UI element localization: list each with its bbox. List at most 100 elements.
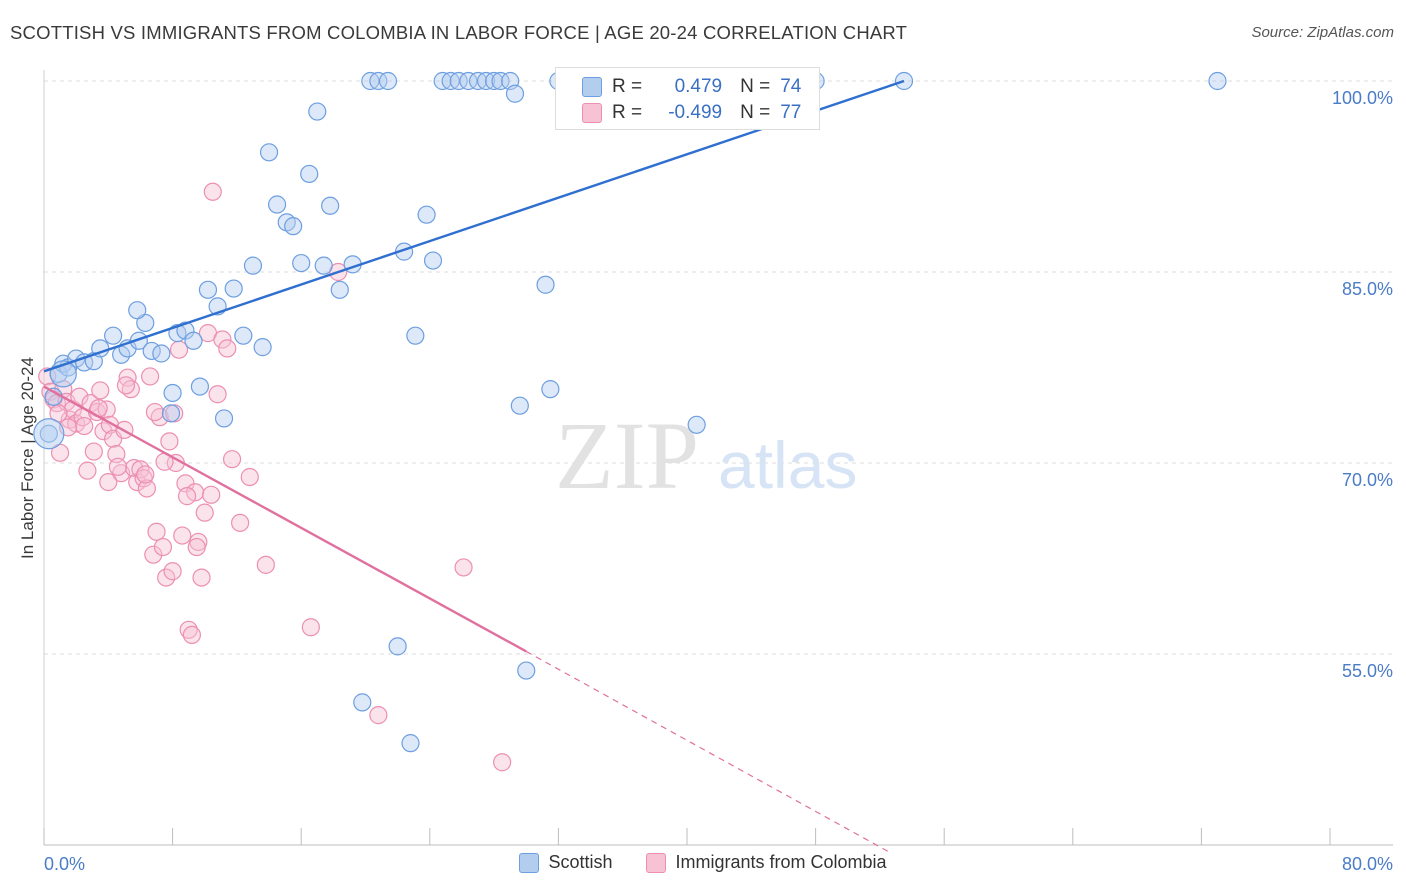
colombia-point	[173, 526, 192, 545]
colombia-point	[144, 545, 163, 564]
colombia-point	[137, 479, 156, 498]
y-tick-label: 70.0%	[1342, 470, 1393, 490]
watermark-zip: ZIP	[555, 402, 699, 509]
colombia-point	[369, 706, 388, 725]
stats-row-colombia: R = -0.499 N = 77	[582, 100, 801, 126]
axes	[43, 70, 1393, 846]
colombia-point	[116, 376, 136, 395]
colombia-n-label: N =	[740, 102, 771, 123]
colombia-point	[192, 568, 211, 587]
scottish-point	[417, 205, 436, 224]
colombia-point	[182, 625, 201, 645]
colombia-point	[118, 368, 137, 387]
scottish-point	[330, 280, 349, 299]
colombia-n-value: 77	[780, 102, 802, 123]
scottish-point	[214, 409, 234, 428]
legend-item-scottish[interactable]: Scottish	[519, 852, 612, 873]
scottish-point	[321, 196, 340, 215]
colombia-point	[108, 457, 128, 476]
scottish-point	[224, 279, 243, 298]
scottish-point	[505, 84, 525, 103]
scottish-point	[536, 275, 555, 294]
scottish-points	[33, 71, 1227, 753]
scottish-point	[190, 377, 210, 396]
colombia-point	[493, 753, 512, 772]
colombia-point	[195, 503, 214, 522]
scottish-point	[541, 380, 560, 399]
scottish-point	[163, 383, 182, 403]
scottish-point	[243, 256, 263, 275]
colombia-point	[84, 442, 103, 461]
scottish-point	[449, 71, 468, 91]
colombia-point	[147, 522, 166, 541]
colombia-trend-extension	[525, 650, 889, 852]
scottish-point	[401, 734, 420, 753]
scottish-point	[198, 280, 218, 299]
x-tick-label-max: 80.0%	[1342, 854, 1393, 874]
colombia-point	[240, 467, 259, 487]
y-tick-label: 100.0%	[1332, 88, 1393, 108]
scottish-point	[267, 195, 287, 214]
colombia-point	[160, 432, 179, 451]
colombia-point	[231, 513, 250, 532]
scottish-point	[292, 253, 311, 273]
colombia-point	[454, 558, 473, 577]
scottish-r-label: R =	[612, 76, 643, 97]
scottish-point	[184, 331, 203, 350]
colombia-point	[222, 450, 242, 469]
source-credit: Source: ZipAtlas.com	[1251, 24, 1394, 41]
tick-labels: 55.0% 70.0% 85.0% 100.0% 0.0% 80.0%	[44, 88, 1393, 874]
colombia-swatch	[582, 103, 602, 123]
colombia-trend-line	[43, 385, 527, 653]
legend-label-scottish: Scottish	[548, 852, 613, 872]
scottish-point	[259, 143, 279, 162]
scottish-point	[378, 71, 398, 91]
scottish-point	[128, 301, 147, 320]
scottish-swatch	[582, 77, 602, 97]
stats-row-scottish: R = 0.479 N = 74	[582, 74, 801, 100]
scottish-n-value: 74	[780, 76, 802, 97]
scottish-point	[491, 71, 510, 91]
colombia-point	[140, 367, 160, 386]
bottom-legend: Scottish Immigrants from Colombia	[0, 852, 1406, 873]
scottish-point	[104, 326, 123, 345]
colombia-point	[213, 330, 232, 349]
scottish-point	[459, 71, 478, 91]
scottish-point	[300, 164, 319, 184]
scottish-point	[284, 217, 303, 236]
colombia-point	[218, 339, 237, 358]
colombia-point	[163, 562, 182, 581]
gridlines	[44, 80, 1393, 655]
colombia-point	[136, 465, 155, 484]
scottish-point	[485, 71, 504, 91]
colombia-point	[256, 555, 275, 574]
scottish-point	[353, 693, 372, 712]
scottish-point	[152, 344, 171, 363]
watermark: ZIP atlas	[555, 402, 857, 509]
scottish-r-value: 0.479	[674, 76, 723, 97]
colombia-point	[145, 402, 165, 422]
colombia-points	[38, 182, 512, 772]
watermark-atlas: atlas	[718, 428, 857, 502]
scottish-point	[161, 404, 181, 423]
colombia-point	[78, 461, 97, 480]
scottish-point	[510, 396, 529, 415]
colombia-point	[177, 487, 197, 506]
scottish-point	[129, 331, 148, 350]
colombia-point	[301, 618, 320, 637]
scottish-point	[388, 637, 407, 656]
scottish-point	[253, 338, 272, 357]
legend-label-colombia: Immigrants from Colombia	[675, 852, 887, 872]
scottish-n-label: N =	[740, 76, 771, 97]
colombia-point	[99, 473, 118, 492]
y-tick-label: 85.0%	[1342, 279, 1393, 299]
colombia-point	[91, 381, 110, 400]
scottish-point	[406, 326, 425, 345]
colombia-point	[150, 408, 169, 427]
legend-item-colombia[interactable]: Immigrants from Colombia	[646, 852, 887, 873]
colombia-point	[203, 182, 222, 201]
stats-legend: R = 0.479 N = 74 R = -0.499 N = 77	[555, 67, 820, 130]
colombia-point	[208, 385, 227, 404]
colombia-r-label: R =	[612, 102, 643, 123]
